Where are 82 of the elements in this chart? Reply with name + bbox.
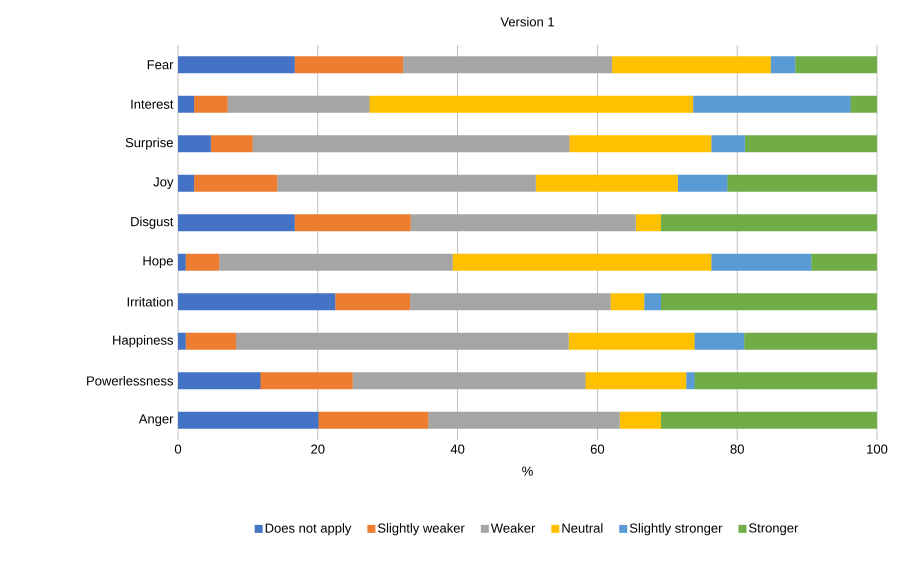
x-tick-label: 20 bbox=[311, 444, 325, 454]
bar bbox=[178, 293, 336, 310]
bar bbox=[452, 254, 712, 271]
chart-title: Version 1 bbox=[500, 16, 554, 26]
bar bbox=[428, 412, 620, 429]
bar bbox=[661, 412, 877, 429]
bar bbox=[178, 214, 295, 232]
y-tick-label: Irritation bbox=[128, 296, 173, 307]
legend-label: Slightly stronger bbox=[630, 523, 722, 536]
bar bbox=[636, 214, 662, 232]
y-tick-label: Anger bbox=[138, 414, 174, 426]
bar bbox=[661, 293, 877, 310]
bar bbox=[711, 135, 745, 152]
bar bbox=[693, 96, 850, 113]
bar bbox=[686, 372, 695, 390]
bar bbox=[694, 372, 877, 390]
bar bbox=[403, 56, 612, 74]
bar bbox=[178, 135, 211, 152]
bar bbox=[294, 214, 411, 232]
y-tick-label: Happiness bbox=[113, 335, 173, 348]
bar bbox=[186, 332, 236, 350]
x-tick-label: 100 bbox=[867, 444, 888, 454]
bar bbox=[194, 174, 278, 192]
y-tick-label: Interest bbox=[131, 100, 174, 109]
bar bbox=[277, 174, 536, 192]
bar bbox=[661, 214, 877, 232]
y-tick-label: Fear bbox=[148, 60, 174, 70]
bar bbox=[536, 174, 678, 192]
y-tick-label: Joy bbox=[153, 177, 174, 190]
bar bbox=[178, 254, 186, 271]
bar bbox=[620, 412, 662, 429]
x-axis-title: % bbox=[522, 466, 533, 476]
bar bbox=[770, 56, 796, 74]
bar bbox=[194, 96, 228, 113]
bar bbox=[711, 254, 812, 271]
bar bbox=[569, 135, 712, 152]
bar bbox=[610, 293, 644, 310]
x-tick-label: 40 bbox=[450, 444, 464, 454]
bar bbox=[252, 135, 570, 152]
bar bbox=[178, 174, 194, 192]
bar bbox=[210, 135, 253, 152]
bar bbox=[370, 96, 694, 113]
bar bbox=[612, 56, 771, 74]
bar bbox=[644, 293, 662, 310]
bar bbox=[586, 372, 686, 390]
bar bbox=[410, 293, 611, 310]
bar bbox=[795, 56, 877, 74]
bar bbox=[335, 293, 410, 310]
legend-label: Neutral bbox=[562, 523, 602, 533]
bar bbox=[744, 332, 877, 350]
bar bbox=[178, 96, 194, 113]
bar bbox=[744, 135, 877, 152]
bar bbox=[294, 56, 404, 74]
bar bbox=[236, 332, 569, 350]
bar bbox=[318, 412, 428, 429]
bar bbox=[568, 332, 695, 350]
x-tick-label: 60 bbox=[590, 444, 604, 454]
bar bbox=[811, 254, 877, 271]
bar bbox=[678, 174, 728, 192]
legend-label: Stronger bbox=[749, 523, 798, 536]
y-tick-label: Hope bbox=[143, 256, 173, 268]
bar bbox=[178, 372, 260, 390]
x-tick-label: 80 bbox=[730, 444, 744, 454]
y-tick-label: Powerlessness bbox=[87, 376, 173, 386]
bar bbox=[228, 96, 370, 113]
x-tick-label: 0 bbox=[174, 444, 182, 454]
bar bbox=[178, 412, 318, 429]
bar bbox=[727, 174, 877, 192]
bar bbox=[186, 254, 220, 271]
legend-label: Slightly weaker bbox=[378, 523, 465, 536]
bar bbox=[850, 96, 877, 113]
bar bbox=[219, 254, 453, 271]
legend-label: Weaker bbox=[490, 523, 536, 533]
y-tick-label: Surprise bbox=[126, 138, 173, 150]
bar bbox=[410, 214, 636, 232]
bar bbox=[260, 372, 353, 390]
y-tick-label: Disgust bbox=[131, 216, 174, 229]
bar bbox=[178, 56, 295, 74]
bar bbox=[694, 332, 744, 350]
bar bbox=[352, 372, 586, 390]
legend-label: Does not apply bbox=[266, 523, 352, 536]
bar bbox=[178, 332, 186, 350]
